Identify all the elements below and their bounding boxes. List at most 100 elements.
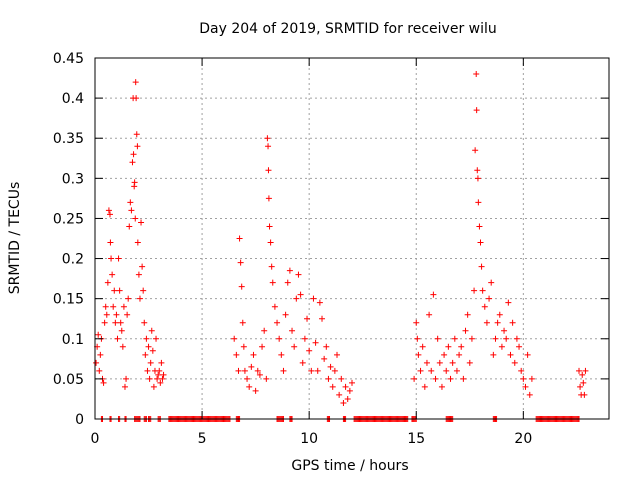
data-point	[261, 327, 268, 334]
data-point	[421, 383, 428, 390]
data-point	[126, 223, 133, 230]
y-tick-label: 0.15	[53, 292, 84, 308]
data-point	[299, 359, 306, 366]
data-point	[518, 367, 525, 374]
data-point	[265, 143, 272, 150]
data-point	[310, 295, 317, 302]
data-point	[104, 279, 111, 286]
y-axis-label: SRMTID / TECUs	[7, 182, 23, 295]
data-point	[477, 239, 484, 246]
data-point	[476, 223, 483, 230]
data-point	[111, 287, 118, 294]
data-point	[237, 259, 244, 266]
data-point	[576, 367, 583, 374]
data-point	[231, 335, 238, 342]
data-point	[577, 383, 584, 390]
data-point	[132, 79, 139, 86]
data-point	[464, 311, 471, 318]
data-point	[138, 219, 145, 226]
data-point	[132, 215, 139, 222]
data-point	[117, 319, 124, 326]
x-tick-label: 0	[91, 431, 100, 447]
data-point	[428, 367, 435, 374]
data-point	[340, 399, 347, 406]
data-point	[134, 143, 141, 150]
data-point	[441, 351, 448, 358]
data-point	[432, 375, 439, 382]
data-point	[128, 207, 135, 214]
data-point	[146, 375, 153, 382]
data-point	[106, 211, 113, 218]
data-point	[291, 343, 298, 350]
data-point	[149, 347, 156, 354]
data-point	[516, 343, 523, 350]
data-point	[505, 299, 512, 306]
data-point	[490, 351, 497, 358]
data-point	[458, 343, 465, 350]
data-point	[141, 319, 148, 326]
data-point	[503, 335, 510, 342]
data-point	[436, 359, 443, 366]
chart-title: Day 204 of 2019, SRMTID for receiver wil…	[199, 21, 497, 37]
data-point	[136, 295, 143, 302]
data-point	[103, 311, 110, 318]
data-point	[475, 199, 482, 206]
data-point	[498, 343, 505, 350]
data-point	[466, 359, 473, 366]
data-point	[323, 343, 330, 350]
data-point	[414, 335, 421, 342]
data-point	[153, 335, 160, 342]
data-point	[336, 391, 343, 398]
y-axis-ticks: 0 0.05 0.1 0.15 0.2 0.25 0.3 0.35 0.4 0.45	[53, 51, 609, 428]
data-point	[528, 375, 535, 382]
data-point	[349, 379, 355, 386]
data-point	[135, 271, 142, 278]
data-point	[130, 151, 137, 158]
data-point	[274, 319, 281, 326]
y-tick-label: 0.35	[53, 131, 84, 147]
data-point	[301, 335, 308, 342]
data-point	[513, 335, 520, 342]
data-point	[160, 371, 167, 378]
data-point	[142, 351, 149, 358]
data-point	[419, 343, 426, 350]
data-point	[157, 379, 164, 386]
data-point	[445, 343, 452, 350]
data-point	[511, 359, 518, 366]
y-tick-label: 0.45	[53, 51, 84, 67]
data-point	[488, 279, 495, 286]
data-point	[438, 383, 445, 390]
data-point	[501, 327, 508, 334]
data-point	[468, 335, 475, 342]
data-point	[325, 375, 332, 382]
data-point	[329, 383, 336, 390]
data-point	[492, 335, 499, 342]
data-point	[107, 239, 114, 246]
data-point	[144, 367, 151, 374]
data-point	[148, 327, 155, 334]
data-point	[580, 379, 587, 386]
data-point	[494, 319, 501, 326]
data-point	[263, 375, 270, 382]
data-point	[295, 271, 302, 278]
data-point	[276, 335, 283, 342]
data-point	[312, 339, 319, 346]
data-point	[449, 359, 456, 366]
data-point	[156, 367, 163, 374]
data-point	[116, 287, 123, 294]
data-point	[522, 383, 529, 390]
data-point	[264, 135, 271, 142]
data-point	[314, 367, 321, 374]
x-axis-label: GPS time / hours	[291, 458, 408, 474]
data-point	[147, 359, 154, 366]
data-point	[145, 343, 152, 350]
data-point	[248, 363, 255, 370]
data-point	[114, 335, 121, 342]
y-tick-label: 0.05	[53, 372, 84, 388]
data-point	[474, 175, 481, 182]
data-point	[308, 367, 315, 374]
plot-frame	[94, 57, 610, 420]
data-point	[236, 235, 243, 242]
y-tick-label: 0.4	[62, 91, 84, 107]
data-point	[235, 367, 242, 374]
